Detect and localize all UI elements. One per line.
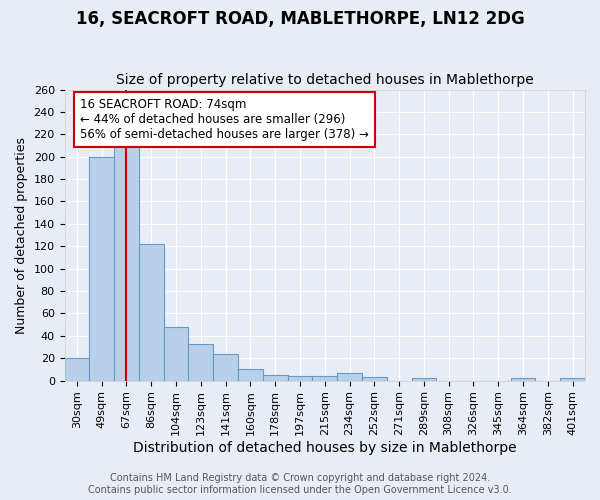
Y-axis label: Number of detached properties: Number of detached properties: [15, 136, 28, 334]
Bar: [213, 354, 238, 380]
Bar: [238, 370, 263, 380]
Text: 16, SEACROFT ROAD, MABLETHORPE, LN12 2DG: 16, SEACROFT ROAD, MABLETHORPE, LN12 2DG: [76, 10, 524, 28]
Text: Contains HM Land Registry data © Crown copyright and database right 2024.
Contai: Contains HM Land Registry data © Crown c…: [88, 474, 512, 495]
Bar: [511, 378, 535, 380]
Bar: [188, 344, 213, 380]
Bar: [412, 378, 436, 380]
Bar: [313, 376, 337, 380]
Bar: [560, 378, 585, 380]
Bar: [114, 142, 139, 380]
Bar: [263, 375, 287, 380]
Bar: [139, 244, 164, 380]
X-axis label: Distribution of detached houses by size in Mablethorpe: Distribution of detached houses by size …: [133, 441, 517, 455]
Bar: [164, 327, 188, 380]
Bar: [337, 373, 362, 380]
Text: 16 SEACROFT ROAD: 74sqm
← 44% of detached houses are smaller (296)
56% of semi-d: 16 SEACROFT ROAD: 74sqm ← 44% of detache…: [80, 98, 369, 142]
Title: Size of property relative to detached houses in Mablethorpe: Size of property relative to detached ho…: [116, 73, 533, 87]
Bar: [89, 156, 114, 380]
Bar: [362, 377, 387, 380]
Bar: [287, 376, 313, 380]
Bar: [65, 358, 89, 380]
